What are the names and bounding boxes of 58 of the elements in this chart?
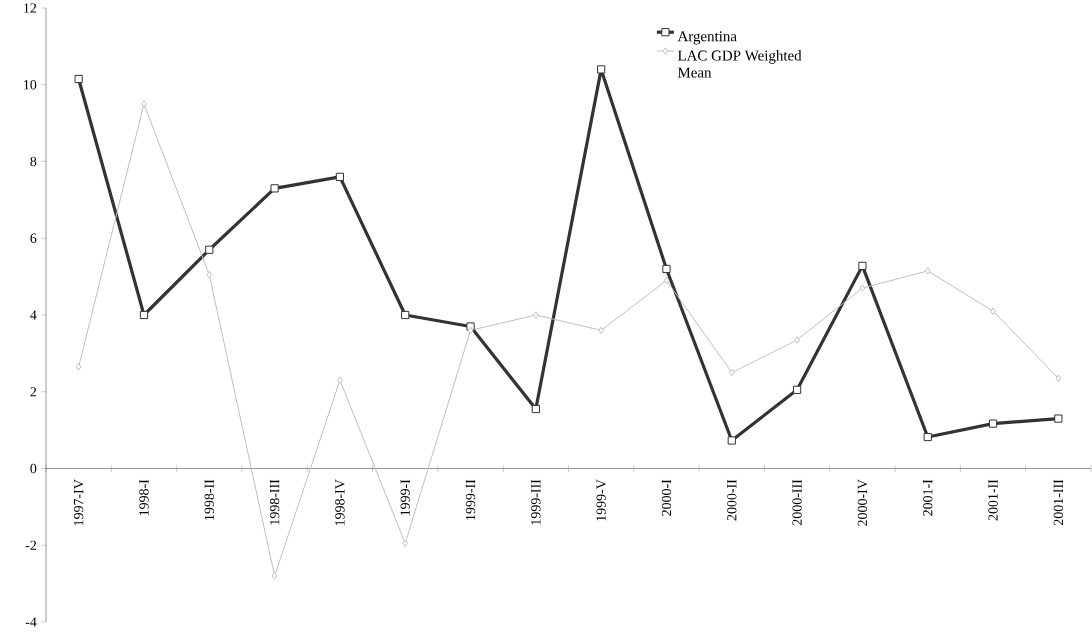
y-tick-label: -4	[25, 617, 37, 627]
point	[923, 432, 932, 442]
point	[1055, 374, 1062, 383]
x-tick-label: 1998-II	[204, 479, 214, 520]
y-tick-label: 12	[24, 3, 37, 13]
point	[401, 310, 410, 320]
x-tick-label: 2000-III	[792, 479, 802, 526]
point	[988, 419, 998, 428]
point	[859, 284, 866, 292]
x-tick-label: 1999-V	[596, 479, 606, 521]
point	[858, 261, 867, 270]
point	[531, 404, 540, 414]
y-tick-label: 6	[30, 233, 37, 243]
x-tick-label: 2000-II	[727, 479, 737, 521]
x-tick-label: 1998-IV	[335, 479, 345, 526]
y-tick-label: 10	[24, 80, 37, 90]
point	[924, 267, 931, 275]
x-tick-label: 1999-III	[531, 479, 541, 525]
x-tick-label: 2000-IV	[857, 479, 868, 526]
point	[75, 363, 82, 371]
x-tick-label: 2001-I	[923, 479, 933, 516]
point	[990, 307, 996, 315]
point	[792, 385, 802, 394]
y-tick-label: -2	[25, 540, 37, 550]
x-tick-label: 2000-I	[661, 479, 672, 516]
point	[532, 311, 539, 319]
y-tick-label: 0	[30, 463, 37, 474]
point	[337, 376, 343, 384]
point	[139, 310, 149, 320]
x-tick-label: 1999-I	[400, 479, 410, 516]
y-tick-label: 2	[30, 387, 37, 397]
point	[727, 436, 736, 445]
point	[74, 74, 83, 84]
x-tick-label: 1998-III	[269, 479, 280, 525]
point	[271, 572, 278, 580]
point	[467, 326, 474, 335]
y-tick-label: 8	[30, 156, 37, 167]
point	[1054, 414, 1063, 423]
point	[597, 65, 606, 74]
point	[598, 326, 605, 335]
x-tick-label: 1998-I	[139, 479, 149, 516]
point	[663, 276, 670, 285]
x-tick-label: 1999-II	[465, 479, 476, 520]
point	[794, 336, 800, 344]
point	[206, 271, 213, 279]
x-tick-label: 2001-II	[988, 479, 998, 521]
x-tick-label: 2001-III	[1053, 479, 1064, 526]
legend-label: Argentina	[677, 31, 737, 45]
point	[270, 184, 279, 193]
point	[728, 368, 735, 377]
point	[205, 245, 214, 254]
point	[402, 539, 409, 548]
y-tick-label: 4	[30, 310, 37, 320]
point	[335, 172, 345, 181]
point	[141, 100, 147, 108]
legend-label: LAC GDP Weighted Mean	[677, 50, 802, 78]
point	[662, 264, 671, 274]
x-tick-label: 1997-IV	[73, 479, 84, 526]
